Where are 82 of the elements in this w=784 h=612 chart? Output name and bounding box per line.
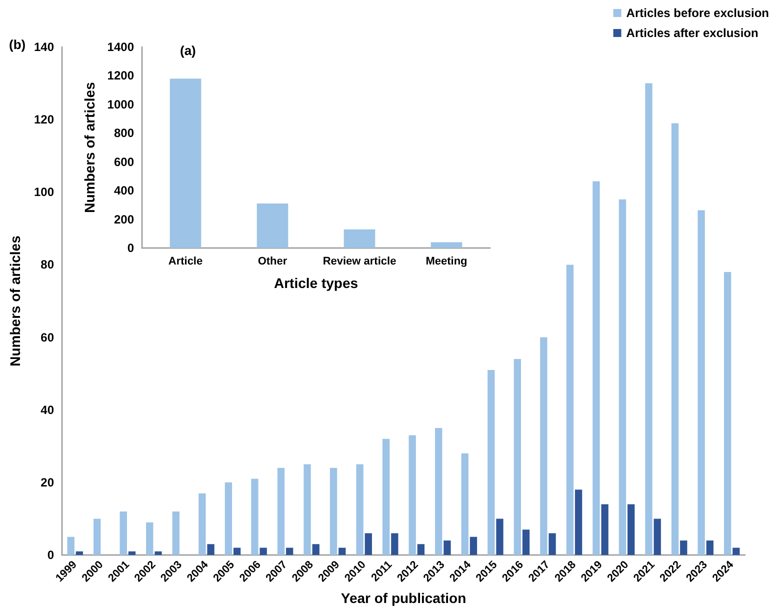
chart-title: (a) (180, 43, 196, 58)
bar (391, 533, 398, 555)
y-tick-label: 0 (47, 548, 54, 562)
bar (224, 482, 232, 555)
bar (154, 551, 162, 555)
bar (76, 551, 84, 555)
bar (654, 518, 661, 555)
bar (522, 530, 530, 555)
bar (645, 83, 652, 555)
bar (207, 544, 214, 555)
y-tick-label: 0 (127, 241, 134, 255)
bar (488, 370, 495, 555)
bar (128, 551, 136, 555)
y-tick-label: 1400 (107, 40, 134, 54)
bar (251, 478, 258, 555)
bar (680, 540, 688, 555)
x-tick-label: Meeting (426, 256, 468, 268)
bar (330, 468, 338, 555)
y-tick-label: 20 (40, 475, 54, 490)
bar (198, 493, 206, 555)
bar (408, 435, 416, 555)
chart-title: (b) (9, 37, 26, 52)
y-tick-label: 40 (40, 402, 54, 417)
bar (67, 536, 74, 555)
y-tick-label: 400 (114, 184, 134, 198)
bar (277, 468, 285, 555)
bar (444, 540, 451, 555)
y-axis-title: Numbers of articles (7, 235, 23, 366)
x-tick-label: Review article (322, 256, 396, 268)
bar (628, 504, 635, 555)
y-tick-label: 140 (34, 40, 54, 54)
bar (470, 536, 478, 555)
bar (338, 548, 346, 555)
bar (417, 544, 425, 555)
bar (364, 533, 372, 555)
bar (94, 518, 101, 555)
bar (435, 428, 442, 555)
y-tick-label: 60 (40, 330, 54, 344)
y-tick-label: 1000 (107, 97, 134, 112)
bar (514, 359, 521, 555)
bar (382, 438, 390, 555)
bar (344, 229, 376, 248)
bar (671, 123, 679, 555)
y-tick-label: 100 (34, 185, 54, 200)
bar (260, 548, 267, 555)
bar (548, 533, 556, 555)
bar (724, 272, 732, 555)
bar (566, 264, 574, 555)
bar (356, 464, 364, 555)
bar (120, 511, 127, 555)
bar (170, 78, 202, 248)
bar (698, 210, 705, 555)
bar (430, 242, 462, 248)
bar (496, 518, 504, 555)
bar (304, 464, 311, 555)
bar (312, 544, 320, 555)
bar (540, 337, 548, 555)
y-tick-label: 600 (114, 154, 134, 169)
y-tick-label: 120 (34, 112, 54, 127)
x-tick-label: Article (168, 256, 203, 268)
legend-label: Articles after exclusion (626, 26, 758, 40)
bar (601, 504, 608, 555)
legend-label: Articles before exclusion (626, 6, 769, 20)
bar (461, 453, 468, 555)
bar (286, 548, 294, 555)
bar (146, 522, 154, 555)
y-tick-label: 80 (40, 258, 54, 272)
bar (706, 540, 714, 555)
bar (172, 511, 180, 555)
y-axis-title: Numbers of articles (81, 82, 98, 213)
bar (592, 181, 600, 555)
bar (732, 548, 740, 555)
bar (618, 199, 626, 555)
y-tick-label: 200 (114, 212, 134, 226)
y-tick-label: 800 (114, 126, 134, 140)
x-axis-title: Article types (274, 275, 358, 291)
bar (574, 490, 582, 555)
x-axis-title: Year of publication (340, 590, 466, 606)
y-tick-label: 1200 (107, 68, 134, 83)
bar (256, 203, 288, 248)
bar (233, 548, 241, 555)
x-tick-label: Other (258, 256, 288, 268)
